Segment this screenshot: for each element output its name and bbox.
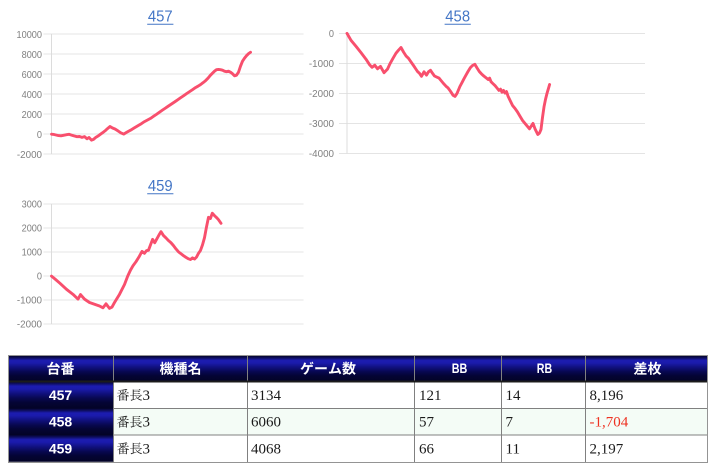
svg-text:8000: 8000 [22, 49, 43, 61]
svg-text:0: 0 [37, 271, 42, 283]
svg-text:14: 14 [506, 388, 522, 404]
svg-text:-1000: -1000 [309, 58, 334, 70]
svg-text:0: 0 [37, 129, 42, 141]
svg-text:66: 66 [419, 441, 435, 457]
svg-text:121: 121 [419, 388, 442, 404]
svg-text:11: 11 [506, 441, 520, 457]
svg-text:0: 0 [329, 28, 334, 40]
svg-text:3: 3 [143, 415, 151, 431]
svg-text:-3000: -3000 [309, 118, 334, 130]
svg-text:-2000: -2000 [17, 319, 42, 331]
svg-text:-2000: -2000 [309, 88, 334, 100]
svg-text:3134: 3134 [251, 388, 282, 404]
svg-text:-1000: -1000 [17, 295, 42, 307]
svg-text:458: 458 [49, 414, 73, 430]
svg-text:-4000: -4000 [309, 148, 334, 160]
svg-text:459: 459 [49, 440, 73, 456]
svg-text:10000: 10000 [17, 29, 43, 41]
svg-text:457: 457 [49, 387, 73, 403]
svg-text:RB: RB [537, 360, 552, 376]
svg-text:3000: 3000 [22, 199, 43, 211]
svg-text:2000: 2000 [22, 223, 43, 235]
svg-text:6000: 6000 [22, 69, 43, 81]
svg-text:2000: 2000 [22, 109, 43, 121]
svg-text:-2000: -2000 [17, 149, 42, 161]
svg-text:7: 7 [506, 415, 514, 431]
svg-text:459: 459 [148, 178, 173, 195]
svg-text:2,197: 2,197 [590, 441, 624, 457]
svg-text:4000: 4000 [22, 89, 43, 101]
svg-text:-1,704: -1,704 [590, 415, 629, 431]
svg-text:3: 3 [143, 388, 151, 404]
svg-text:3: 3 [143, 441, 151, 457]
svg-text:BB: BB [452, 360, 468, 376]
svg-text:458: 458 [445, 9, 470, 26]
svg-text:8,196: 8,196 [590, 388, 624, 404]
svg-text:1000: 1000 [22, 247, 43, 259]
svg-text:6060: 6060 [251, 415, 281, 431]
svg-text:457: 457 [148, 9, 173, 26]
svg-text:57: 57 [419, 415, 435, 431]
svg-text:4068: 4068 [251, 441, 281, 457]
